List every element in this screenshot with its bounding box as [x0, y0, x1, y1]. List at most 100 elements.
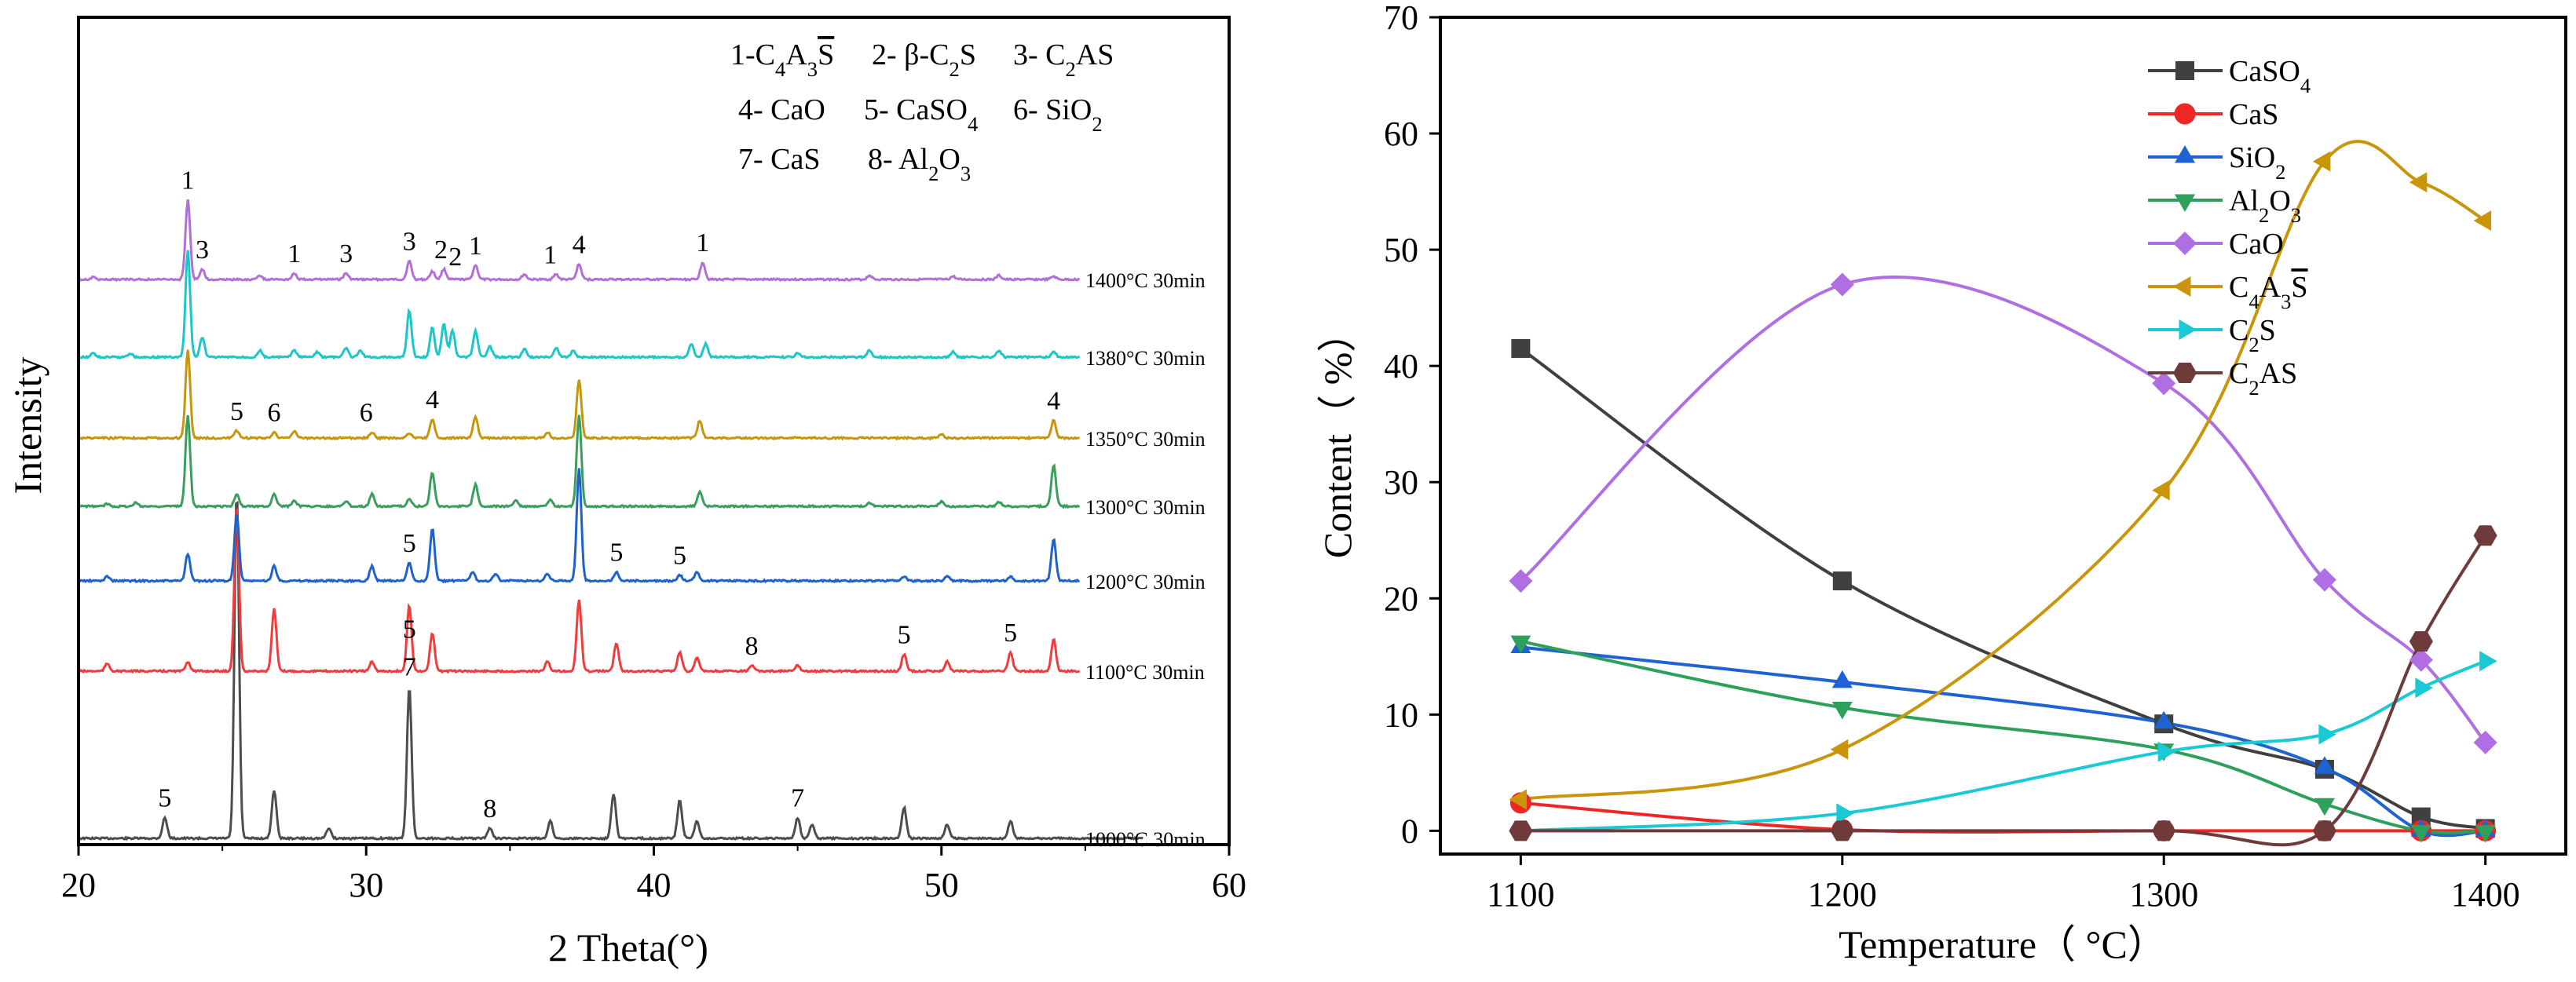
text-run: O [2269, 184, 2290, 217]
triangle-left-marker [1509, 789, 1527, 810]
text-run: 1 [730, 38, 745, 71]
triangle-up-marker [2175, 145, 2195, 163]
xrd-x-tick-label: 50 [924, 866, 959, 904]
text-run [1038, 38, 1046, 71]
triangle-right-marker [2318, 724, 2336, 745]
text-run: - [879, 93, 889, 126]
text-run [763, 143, 771, 176]
text-run: S [2262, 98, 2278, 131]
xrd-legend-entry: 1-C4A3S [730, 38, 834, 81]
text-run: - [887, 38, 897, 71]
hexagon-marker [1509, 820, 1533, 841]
text-run: O [1070, 93, 1092, 126]
triangle-down-marker [2314, 798, 2335, 816]
xrd-x-axis-label: 2 Theta(°) [548, 925, 708, 969]
xrd-peak-label: 6 [268, 399, 281, 428]
xrd-trace [77, 199, 1081, 283]
xrd-peak-label: 4 [573, 231, 586, 260]
text-run: - [1028, 93, 1038, 126]
content-x-tick-label: 1300 [2129, 875, 2198, 914]
hexagon-marker [2473, 525, 2497, 546]
text-run: a [791, 93, 804, 126]
content-y-tick-label: 50 [1384, 231, 1418, 269]
text-run [897, 38, 905, 71]
xrd-condition-label: 1300°C 30min [1085, 496, 1206, 519]
xrd-peak-label: 1 [287, 239, 301, 268]
diamond-marker [2473, 730, 2497, 754]
content-series-line [1520, 535, 2487, 847]
xrd-trace [78, 414, 1081, 509]
text-run: C [896, 93, 916, 126]
xrd-x-tick-label: 60 [1212, 866, 1246, 904]
subscript: 4 [2300, 74, 2311, 97]
content-legend-label: CaO [2229, 228, 2284, 261]
text-run: O [939, 143, 960, 176]
text-run: A [2229, 184, 2251, 217]
xrd-peak-label: 3 [339, 239, 353, 268]
subscript: 2 [950, 57, 960, 81]
content-legend-label: C4A3S [2229, 271, 2308, 313]
xrd-legend-entry: 2- β-C2S [872, 38, 976, 81]
text-run: - [745, 38, 756, 71]
text-run: 8 [868, 143, 883, 176]
content-legend-label: C2AS [2229, 357, 2297, 400]
content-y-tick-label: 40 [1384, 347, 1418, 385]
content-x-tick-label: 1400 [2451, 875, 2520, 914]
subscript: 3 [2281, 290, 2291, 313]
xrd-x-tick-label: 40 [637, 866, 671, 904]
xrd-condition-label: 1380°C 30min [1085, 347, 1206, 370]
content-legend-label: SiO2 [2229, 141, 2285, 184]
xrd-peak-label: 3 [403, 228, 416, 257]
content-axis-ticks: 1100 1200 1300 1400 0 10 20 30 40 50 60 70 [1384, 0, 2520, 914]
xrd-trace [77, 250, 1081, 360]
xrd-peak-label: 2 [448, 243, 462, 272]
xrd-legend-entry: 5- CaSO4 [864, 93, 978, 136]
text-run: 4 [738, 93, 753, 126]
xrd-peak-label: 5 [609, 538, 623, 568]
subscript: 2 [1066, 57, 1076, 81]
text-run: i [1062, 93, 1070, 126]
triangle-down-marker [2475, 824, 2496, 843]
text-run: C [2229, 357, 2249, 390]
xrd-peak-label: 5 [673, 541, 686, 570]
content-y-tick-label: 30 [1384, 463, 1418, 502]
text-run: S [2262, 55, 2278, 88]
triangle-left-marker [1830, 739, 1849, 760]
xrd-peak-label: 6 [360, 399, 373, 428]
triangle-right-marker [2415, 677, 2433, 699]
content-y-tick-label: 20 [1384, 579, 1418, 618]
text-run [893, 143, 898, 176]
triangle-left-marker [2152, 480, 2170, 501]
text-run: S [2281, 357, 2297, 390]
text-run: C [2229, 98, 2249, 131]
content-y-tick-label: 60 [1384, 115, 1418, 153]
triangle-up-marker [2153, 710, 2175, 729]
text-run [763, 93, 771, 126]
subscript: 3 [2291, 203, 2301, 227]
text-run: A [785, 38, 807, 71]
text-run: A [2259, 271, 2281, 304]
subscript: 2 [2249, 376, 2259, 400]
diamond-marker [2409, 648, 2433, 672]
content-markers [1509, 151, 2497, 843]
content-y-tick-label: 10 [1384, 695, 1418, 734]
xrd-peak-label: 4 [426, 385, 439, 414]
content-series-line [1520, 645, 2486, 838]
triangle-down-marker [2410, 824, 2431, 843]
text-run: S [960, 38, 976, 71]
xrd-traces [77, 199, 1144, 841]
triangle-left-marker [2312, 151, 2331, 172]
content-curves [1520, 140, 2487, 847]
square-marker [1832, 571, 1852, 591]
xrd-peak-label: 1 [181, 166, 195, 195]
text-run: a [2249, 228, 2262, 261]
text-run: A [2259, 357, 2281, 390]
diamond-marker [2312, 568, 2336, 592]
hexagon-marker [2409, 631, 2433, 652]
content-series-line [1520, 640, 2486, 834]
xrd-peak-label: 3 [196, 235, 209, 265]
xrd-condition-label: 1200°C 30min [1085, 571, 1206, 593]
text-run [1038, 93, 1046, 126]
